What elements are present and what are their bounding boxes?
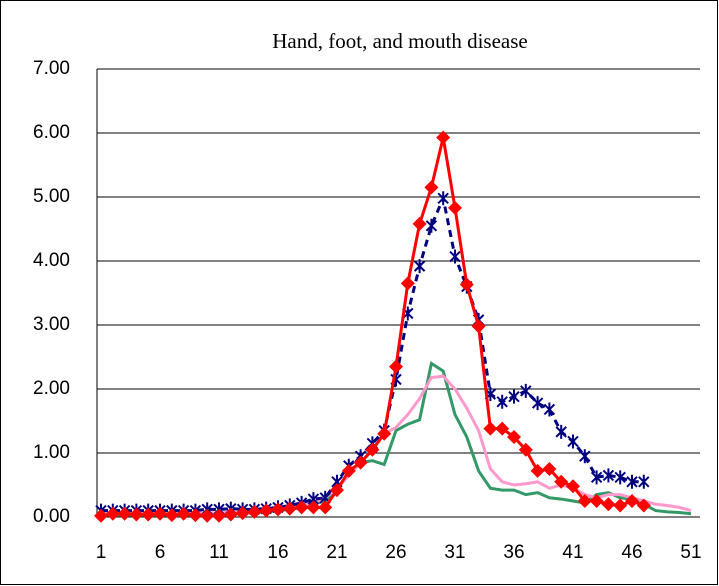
point-marker [449, 249, 461, 264]
chart-title: Hand, foot, and mouth disease [272, 29, 527, 53]
x-tick-label: 51 [680, 542, 701, 563]
point-marker [601, 497, 616, 512]
point-marker [625, 494, 639, 508]
x-tick-label: 31 [444, 542, 465, 563]
series-line [101, 193, 644, 513]
x-tick-label: 41 [562, 542, 583, 563]
x-tick-label: 6 [155, 542, 166, 563]
point-marker [577, 494, 592, 508]
point-marker [530, 463, 545, 478]
x-tick-label: 1 [96, 542, 107, 563]
point-marker [365, 442, 380, 457]
point-marker [306, 500, 321, 515]
point-marker [531, 396, 544, 411]
point-marker [318, 500, 333, 515]
point-marker [613, 498, 628, 513]
point-marker [235, 506, 250, 521]
point-marker [567, 434, 579, 449]
point-marker [377, 426, 392, 441]
point-marker [483, 421, 498, 436]
point-marker [507, 430, 521, 444]
point-marker [117, 506, 132, 521]
point-marker [543, 402, 556, 417]
y-tick-label: 4.00 [33, 250, 70, 271]
point-marker [495, 421, 510, 436]
x-tick-label: 46 [621, 542, 642, 563]
y-tick-label: 3.00 [33, 314, 70, 335]
point-marker [520, 383, 532, 398]
point-marker [188, 508, 203, 523]
point-marker [496, 394, 508, 409]
point-marker [459, 277, 474, 292]
point-marker [614, 470, 626, 485]
point-marker [638, 474, 650, 489]
y-tick-label: 0.00 [33, 506, 70, 527]
point-marker [212, 508, 226, 523]
point-marker [508, 389, 520, 404]
point-marker [200, 508, 215, 523]
point-marker [353, 455, 368, 470]
y-tick-label: 7.00 [33, 58, 70, 79]
y-tick-label: 6.00 [33, 122, 70, 143]
y-tick-label: 5.00 [33, 186, 70, 207]
point-marker [424, 180, 439, 195]
point-marker [566, 479, 580, 494]
point-marker [341, 463, 356, 478]
point-marker [555, 424, 567, 439]
point-marker [294, 500, 309, 515]
point-marker [271, 502, 285, 517]
point-marker [437, 191, 449, 206]
point-marker [259, 503, 274, 518]
point-marker [129, 507, 144, 522]
point-marker [412, 216, 427, 231]
point-marker [413, 259, 426, 274]
x-tick-label: 36 [503, 542, 524, 563]
point-marker [425, 218, 438, 233]
point-marker [94, 508, 108, 523]
x-tick-label: 21 [326, 542, 347, 563]
point-marker [554, 474, 569, 489]
point-marker [518, 442, 533, 457]
point-marker [436, 130, 451, 145]
point-marker [542, 462, 557, 476]
point-marker [471, 319, 486, 334]
y-tick-label: 2.00 [33, 378, 70, 399]
point-marker [223, 507, 238, 522]
point-marker [141, 507, 156, 522]
point-marker [176, 506, 191, 521]
point-marker [330, 483, 344, 498]
point-marker [579, 449, 591, 464]
point-marker [589, 494, 604, 508]
point-marker [105, 506, 120, 521]
point-marker [247, 504, 262, 519]
x-tick-label: 16 [267, 542, 288, 563]
point-marker [626, 474, 638, 489]
point-marker [389, 359, 403, 374]
point-marker [602, 468, 615, 483]
point-marker [153, 506, 167, 521]
point-marker [590, 470, 603, 485]
x-tick-label: 11 [209, 542, 229, 563]
x-tick-label: 26 [385, 542, 406, 563]
point-marker [636, 498, 651, 513]
y-tick-label: 1.00 [33, 442, 70, 463]
point-marker [400, 276, 415, 291]
point-marker [448, 200, 462, 215]
point-marker [164, 508, 179, 523]
point-marker [282, 501, 297, 516]
